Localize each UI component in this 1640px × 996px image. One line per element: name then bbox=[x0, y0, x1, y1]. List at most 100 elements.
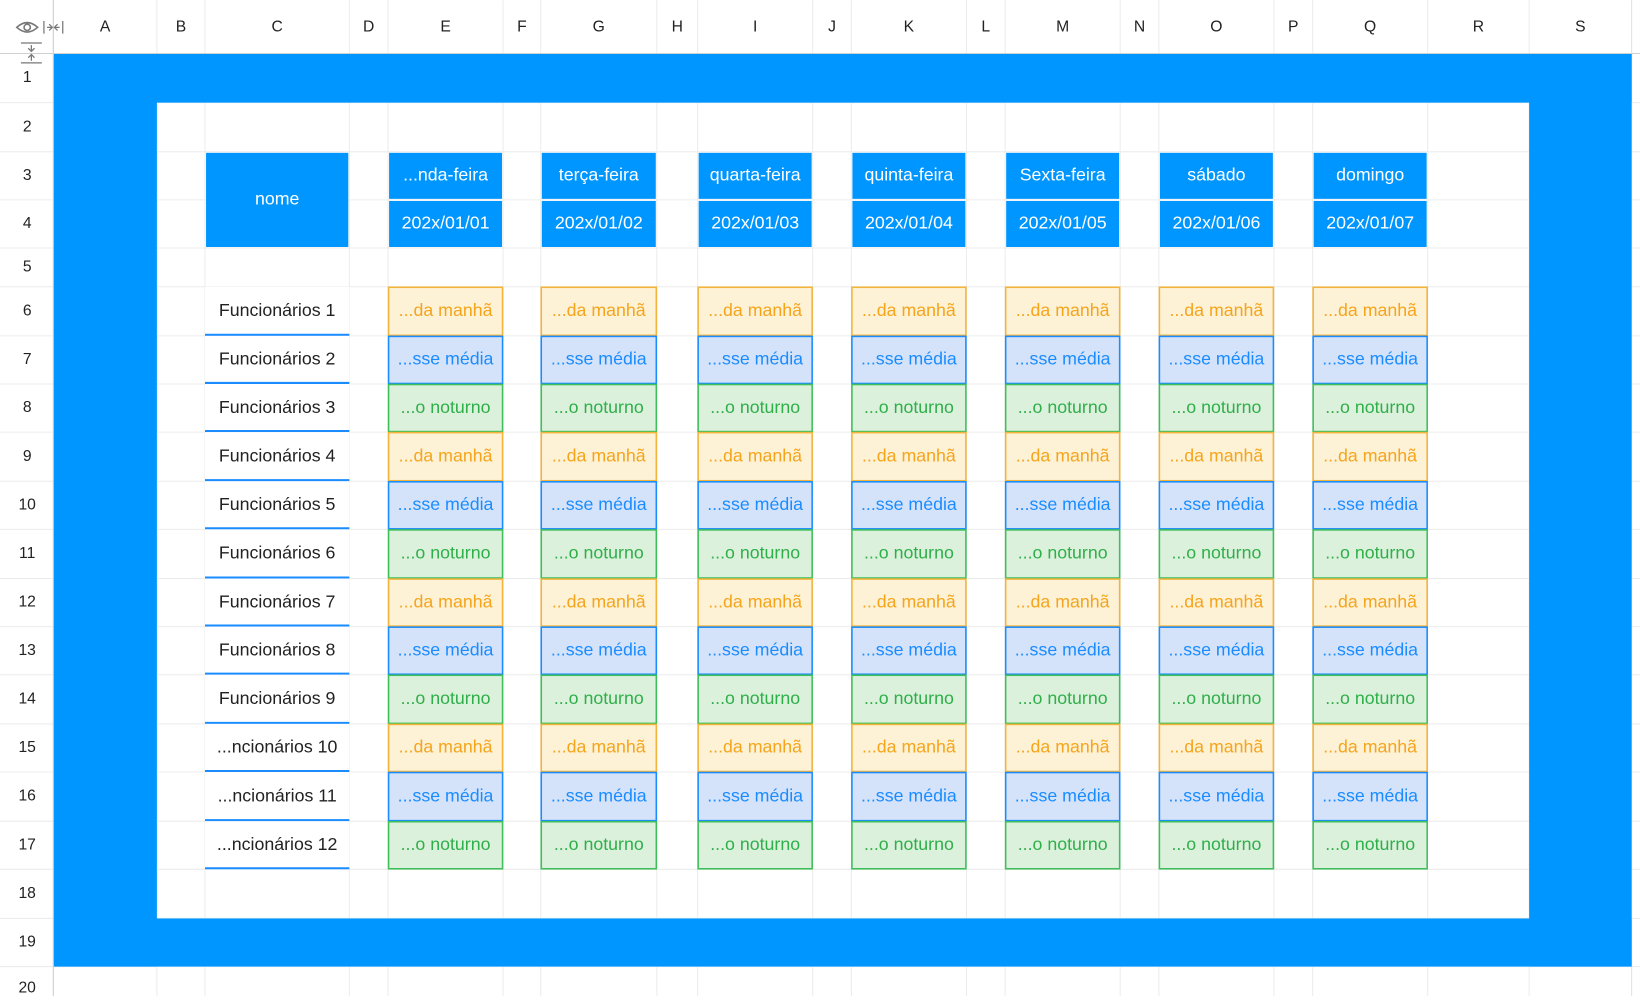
shift-cell[interactable] bbox=[697, 286, 813, 337]
shift-cell[interactable] bbox=[387, 771, 504, 822]
shift-cell[interactable] bbox=[851, 286, 967, 337]
row-header: 12 bbox=[18, 594, 35, 611]
shift-cell[interactable] bbox=[697, 481, 813, 530]
shift-cell[interactable] bbox=[1158, 674, 1275, 725]
shift-cell[interactable] bbox=[851, 335, 967, 385]
shift-cell[interactable] bbox=[540, 820, 658, 870]
shift-cell[interactable] bbox=[1312, 578, 1428, 627]
shift-cell[interactable] bbox=[1312, 771, 1428, 822]
shift-cell[interactable] bbox=[1312, 335, 1428, 385]
shift-cell[interactable] bbox=[1004, 674, 1121, 725]
shift-cell[interactable] bbox=[697, 771, 813, 822]
freeze-rows-icon[interactable] bbox=[20, 42, 42, 64]
shift-cell[interactable] bbox=[1004, 383, 1121, 433]
shift-cell[interactable] bbox=[1158, 431, 1275, 482]
shift-cell[interactable] bbox=[387, 431, 504, 482]
shift-cell[interactable] bbox=[387, 723, 504, 773]
shift-cell[interactable] bbox=[851, 723, 967, 773]
shift-cell[interactable] bbox=[387, 820, 504, 870]
shift-cell[interactable] bbox=[697, 723, 813, 773]
shift-cell[interactable] bbox=[1004, 481, 1121, 530]
shift-cell[interactable] bbox=[387, 529, 504, 579]
shift-label: ...o noturno bbox=[401, 688, 491, 708]
shift-cell[interactable] bbox=[387, 674, 504, 725]
shift-cell[interactable] bbox=[1158, 723, 1275, 773]
shift-cell[interactable] bbox=[540, 771, 658, 822]
shift-cell[interactable] bbox=[1158, 383, 1275, 433]
shift-cell[interactable] bbox=[851, 578, 967, 627]
shift-cell[interactable] bbox=[697, 626, 813, 676]
shift-cell[interactable] bbox=[697, 674, 813, 725]
shift-label: ...sse média bbox=[551, 785, 647, 805]
shift-cell[interactable] bbox=[1312, 674, 1428, 725]
shift-cell[interactable] bbox=[851, 431, 967, 482]
shift-cell[interactable] bbox=[540, 286, 658, 337]
shift-cell[interactable] bbox=[540, 529, 658, 579]
shift-cell[interactable] bbox=[1158, 578, 1275, 627]
shift-cell[interactable] bbox=[1158, 335, 1275, 385]
shift-cell[interactable] bbox=[1004, 335, 1121, 385]
shift-cell[interactable] bbox=[851, 771, 967, 822]
freeze-columns-icon[interactable] bbox=[43, 21, 64, 34]
shift-cell[interactable] bbox=[1312, 723, 1428, 773]
shift-cell[interactable] bbox=[1004, 286, 1121, 337]
shift-cell[interactable] bbox=[540, 383, 658, 433]
shift-cell[interactable] bbox=[540, 674, 658, 725]
shift-cell[interactable] bbox=[540, 723, 658, 773]
shift-cell[interactable] bbox=[540, 335, 658, 385]
shift-cell[interactable] bbox=[1312, 820, 1428, 870]
shift-cell[interactable] bbox=[540, 578, 658, 627]
row-header: 13 bbox=[18, 642, 36, 659]
shift-cell[interactable] bbox=[851, 529, 967, 579]
shift-cell[interactable] bbox=[540, 626, 658, 676]
shift-cell[interactable] bbox=[387, 383, 504, 433]
shift-cell[interactable] bbox=[697, 529, 813, 579]
day-label: Sexta-feira bbox=[1020, 165, 1106, 185]
shift-cell[interactable] bbox=[1004, 529, 1121, 579]
shift-cell[interactable] bbox=[697, 820, 813, 870]
shift-cell[interactable] bbox=[1004, 723, 1121, 773]
shift-cell[interactable] bbox=[540, 431, 658, 482]
shift-cell[interactable] bbox=[1158, 286, 1275, 337]
shift-cell[interactable] bbox=[1312, 481, 1428, 530]
shift-cell[interactable] bbox=[1312, 529, 1428, 579]
shift-cell[interactable] bbox=[851, 674, 967, 725]
shift-cell[interactable] bbox=[387, 335, 504, 385]
shift-cell[interactable] bbox=[697, 578, 813, 627]
shift-cell[interactable] bbox=[540, 481, 658, 530]
column-header: B bbox=[176, 18, 186, 35]
column-header: O bbox=[1210, 18, 1222, 35]
shift-label: ...da manhã bbox=[1323, 300, 1417, 320]
shift-cell[interactable] bbox=[387, 578, 504, 627]
shift-cell[interactable] bbox=[1004, 626, 1121, 676]
shift-cell[interactable] bbox=[1004, 431, 1121, 482]
shift-cell[interactable] bbox=[1004, 771, 1121, 822]
shift-cell[interactable] bbox=[1004, 578, 1121, 627]
eye-icon[interactable] bbox=[15, 21, 39, 33]
shift-cell[interactable] bbox=[1312, 626, 1428, 676]
shift-label: ...sse média bbox=[861, 785, 957, 805]
shift-cell[interactable] bbox=[1158, 771, 1275, 822]
column-header: L bbox=[981, 18, 990, 35]
shift-cell[interactable] bbox=[851, 820, 967, 870]
shift-cell[interactable] bbox=[697, 383, 813, 433]
shift-cell[interactable] bbox=[387, 626, 504, 676]
shift-cell[interactable] bbox=[697, 431, 813, 482]
shift-cell[interactable] bbox=[1158, 626, 1275, 676]
shift-cell[interactable] bbox=[1004, 820, 1121, 870]
shift-cell[interactable] bbox=[1158, 820, 1275, 870]
shift-cell[interactable] bbox=[1158, 481, 1275, 530]
shift-cell[interactable] bbox=[1312, 431, 1428, 482]
shift-cell[interactable] bbox=[1158, 529, 1275, 579]
shift-cell[interactable] bbox=[387, 286, 504, 337]
shift-cell[interactable] bbox=[1312, 383, 1428, 433]
shift-cell[interactable] bbox=[1312, 286, 1428, 337]
shift-cell[interactable] bbox=[851, 481, 967, 530]
shift-cell[interactable] bbox=[851, 626, 967, 676]
shift-cell[interactable] bbox=[851, 383, 967, 433]
shift-label: ...da manhã bbox=[708, 300, 802, 320]
shift-cell[interactable] bbox=[697, 335, 813, 385]
employee-name: Funcionários 2 bbox=[219, 349, 336, 369]
day-cell bbox=[698, 152, 812, 199]
shift-cell[interactable] bbox=[387, 481, 504, 530]
